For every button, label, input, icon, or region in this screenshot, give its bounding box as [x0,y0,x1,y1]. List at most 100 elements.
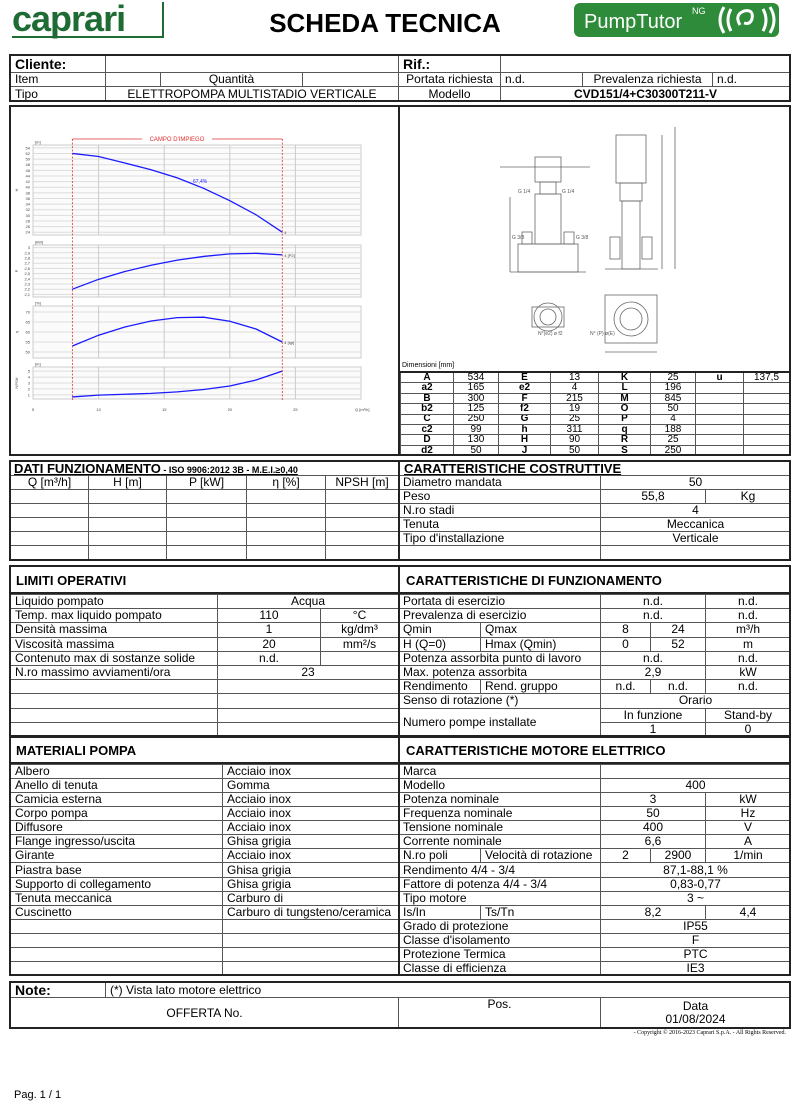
funzionamento-cell: 24 [650,622,706,638]
motore-title: CARATTERISTICHE MOTORE ELETTRICO [406,743,666,758]
curve-end-label: 4 [ηp] [284,340,294,345]
pumptutor-logo: PumpTutor NG [574,3,779,37]
limiti-cell: Densità massima [10,622,218,638]
materiali-cell: Ghisa grigia [222,876,399,892]
materiali-cell: Supporto di collegamento [10,876,223,892]
motore-cell: Frequenza nominale [398,806,601,822]
dati-subtitle: - ISO 9906:2012 3B - M.E.I.≥0,40 [160,465,298,475]
y-tick-label: 2,4 [24,276,30,281]
funzionamento-cell: n.d. [705,608,791,624]
limiti-title: LIMITI OPERATIVI [16,573,127,588]
funzionamento-cell: n.d. [600,650,706,666]
y-tick-label: 3 [28,381,31,386]
y-axis-label: H [14,188,19,191]
limiti-cell: kg/dm³ [320,622,399,638]
funzionamento-cell: 8 [600,622,651,638]
motore-cell: Velocità di rotazione [480,848,601,864]
limiti-cell [217,721,399,737]
footer-cell: Pos. [398,997,601,1029]
motore-cell: Grado di protezione [398,918,601,934]
y-axis-label: η [14,331,19,333]
materiali-cell: Ghisa grigia [222,834,399,850]
motore-cell: Fattore di potenza 4/4 - 3/4 [398,876,601,892]
y-tick-label: 26 [26,224,31,229]
y-tick-label: 2 [28,386,31,391]
data-point [98,156,99,157]
x-axis-label: Q [m³/h] [355,407,369,412]
costruttive-cell: Diametro mandata [398,475,601,490]
y-tick-label: 65 [26,320,31,325]
data-point [71,396,73,398]
motore-cell: Classe d'isolamento [398,932,601,948]
motore-cell: Corrente nominale [398,834,601,850]
funzionamento-cell: n.d. [705,679,791,695]
divider [9,592,791,594]
motore-cell: 6,6 [600,834,706,850]
limiti-cell [10,707,218,723]
dati-cell [10,517,89,532]
funzionamento-cell: m [705,636,791,652]
x-tick-label: 10 [96,407,101,412]
limiti-cell [217,707,399,723]
funzionamento-cell: Senso di rotazione (*) [398,693,601,709]
dati-cell [88,503,167,518]
data-point [150,320,152,322]
limiti-cell: °C [320,608,399,624]
info-cell: CVD151/4+C30300T211-V [500,86,791,102]
data-point [203,389,204,390]
materiali-cell: Camicia esterna [10,792,223,808]
motore-cell: 0,83-0,77 [600,876,791,892]
dati-cell [325,489,399,504]
funzionamento-cell: kW [705,665,791,681]
funzionamento-cell: Portata di esercizio [398,594,601,610]
data-point [150,264,152,266]
y-tick-label: 32 [26,207,31,212]
data-point [255,214,257,216]
data-point [98,278,99,280]
motore-cell: Is/In [398,904,481,920]
dati-cell [325,517,399,532]
materiali-cell: Acciaio inox [222,764,399,780]
info-cell: Portata richiesta [398,72,501,87]
limiti-cell: Temp. max liquido pompato [10,608,218,624]
motore-cell: Potenza nominale [398,792,601,808]
data-point [150,169,152,171]
motore-cell: A [705,834,791,850]
materiali-cell: Acciaio inox [222,806,399,822]
data-point [98,394,99,396]
data-point [124,162,126,164]
funzionamento-cell: n.d. [600,608,706,624]
materiali-cell [222,960,399,977]
motore-cell: 3 ~ [600,890,791,906]
materiali-cell [222,946,399,962]
pump-dimension-drawing: G 1/4 G 1/4 G 3/8 G 3/8 N°(e2) ø f2 N° (… [500,127,676,353]
x-tick-label: 5 [32,407,35,412]
data-point [176,317,178,318]
y-axis-label: P [14,269,19,272]
page-title: SCHEDA TECNICA [269,8,501,38]
drawing-label: G 3/8 [512,235,524,241]
dati-cell [246,517,326,532]
y-tick-label: 2,3 [24,282,30,287]
motore-cell: 2900 [650,848,706,864]
motore-cell: kW [705,792,791,808]
chart-title: CAMPO D'IMPIEGO [150,137,205,143]
dimensions-cell: 50 [550,444,599,457]
motore-cell: Hz [705,806,791,822]
materiali-cell: Ghisa grigia [222,862,399,878]
dati-cell [166,531,247,546]
dati-cell [10,545,89,560]
costruttive-cell: N.ro stadi [398,503,601,518]
y-tick-label: 34 [26,202,31,207]
divider [9,762,791,764]
data-point [255,328,257,330]
dati-cell [10,489,89,504]
motore-cell: Tipo motore [398,890,601,906]
y-tick-label: 48 [26,162,31,167]
costruttive-title: CARATTERISTICHE COSTRUTTIVE [404,461,622,476]
dimensions-cell [743,444,790,457]
dati-cell [246,489,326,504]
data-point [150,392,152,394]
funzionamento-cell: n.d. [600,594,706,610]
